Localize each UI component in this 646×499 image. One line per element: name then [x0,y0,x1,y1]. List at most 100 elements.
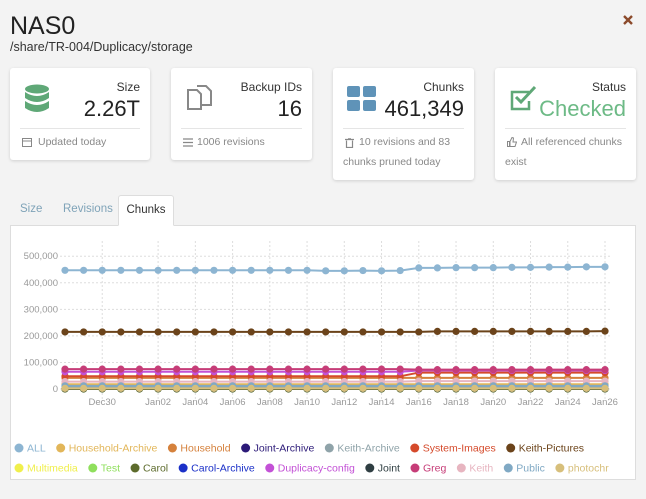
point [98,266,106,274]
point [173,328,181,336]
point [322,365,330,373]
point [359,266,367,275]
point [526,327,535,335]
trash-icon [345,138,354,148]
point [173,365,181,373]
point [117,328,125,336]
calendar-icon [22,138,32,147]
point [415,384,423,392]
legend-label: Household-Archive [69,443,158,455]
legend-label: Duplicacy-config [278,463,355,475]
size-card: Size 2.26T Updated today [10,68,150,160]
legend-label: Carol-Archive [191,463,255,475]
legend-marker [167,443,177,453]
point [396,365,404,373]
thumb-icon [507,137,517,147]
point [61,266,69,274]
close-button[interactable] [622,14,634,26]
line [65,371,605,378]
legend-label: Keith-Archive [337,443,400,455]
point [210,365,218,373]
point [154,365,162,373]
x-tick-label: Jan04 [182,397,208,408]
point [191,365,199,373]
x-tick-label: Jan08 [257,397,283,408]
legend-marker [506,443,516,453]
backup-ids-card: Backup IDs 16 1006 revisions [171,68,312,160]
point [601,384,609,392]
y-tick-label: 200,000 [24,331,58,342]
legend-marker [56,443,66,453]
tab[interactable]: Revisions [63,203,113,215]
line [65,380,605,383]
point [117,365,125,373]
point [545,384,553,392]
line [65,368,605,371]
x-tick-label: Jan20 [480,397,506,408]
point [98,384,106,392]
y-tick-label: 400,000 [24,278,58,289]
point [266,266,274,274]
legend-marker [555,463,565,473]
point [228,365,237,373]
legend-label: Public [516,463,545,475]
point [489,327,497,335]
card-label: Size [116,80,140,94]
point [266,328,274,336]
point [80,365,88,373]
point [415,328,423,336]
x-tick-label: Jan22 [518,397,544,408]
tab[interactable]: Size [20,203,43,215]
point [61,328,69,336]
point [433,327,442,335]
point [80,384,88,392]
point [191,384,199,392]
point [433,384,442,392]
point [433,366,442,374]
point [191,328,199,336]
point [284,266,293,274]
point [303,384,311,392]
card-value: 2.26T [83,96,140,121]
card-footer: Updated today [38,136,107,148]
point [526,366,535,374]
legend-label: Household [180,443,230,455]
point [266,384,274,392]
y-tick-label: 300,000 [24,304,58,315]
point [322,328,330,336]
legend-label: Greg [423,463,447,475]
point [545,366,553,374]
database-icon [25,84,49,112]
point [452,384,460,392]
check-icon [510,85,537,111]
legend-label: Keith [469,463,493,475]
point [303,266,311,274]
point [61,384,69,392]
legend-marker [14,443,24,453]
point [340,328,348,336]
series [61,327,609,336]
point [322,267,330,275]
point [601,327,609,335]
point [489,264,497,272]
y-tick-label: 100,000 [24,357,58,368]
point [340,384,348,392]
card-value: 461,349 [384,96,464,121]
point [471,264,479,272]
active-tab[interactable]: Chunks [118,195,174,226]
point [359,328,367,336]
legend-marker [241,443,251,453]
legend-label: Joint-Archive [254,443,315,455]
point [61,365,69,373]
x-tick-label: Jan12 [331,397,357,408]
point [173,266,181,274]
point [396,328,404,336]
page-title: NAS0 [10,12,76,40]
x-tick-label: Jan02 [145,397,171,408]
point [80,328,88,336]
card-footer: All referenced chunks exist [505,136,622,168]
legend-marker [365,463,375,473]
x-tick-label: Dec30 [89,397,116,408]
point [117,266,125,274]
